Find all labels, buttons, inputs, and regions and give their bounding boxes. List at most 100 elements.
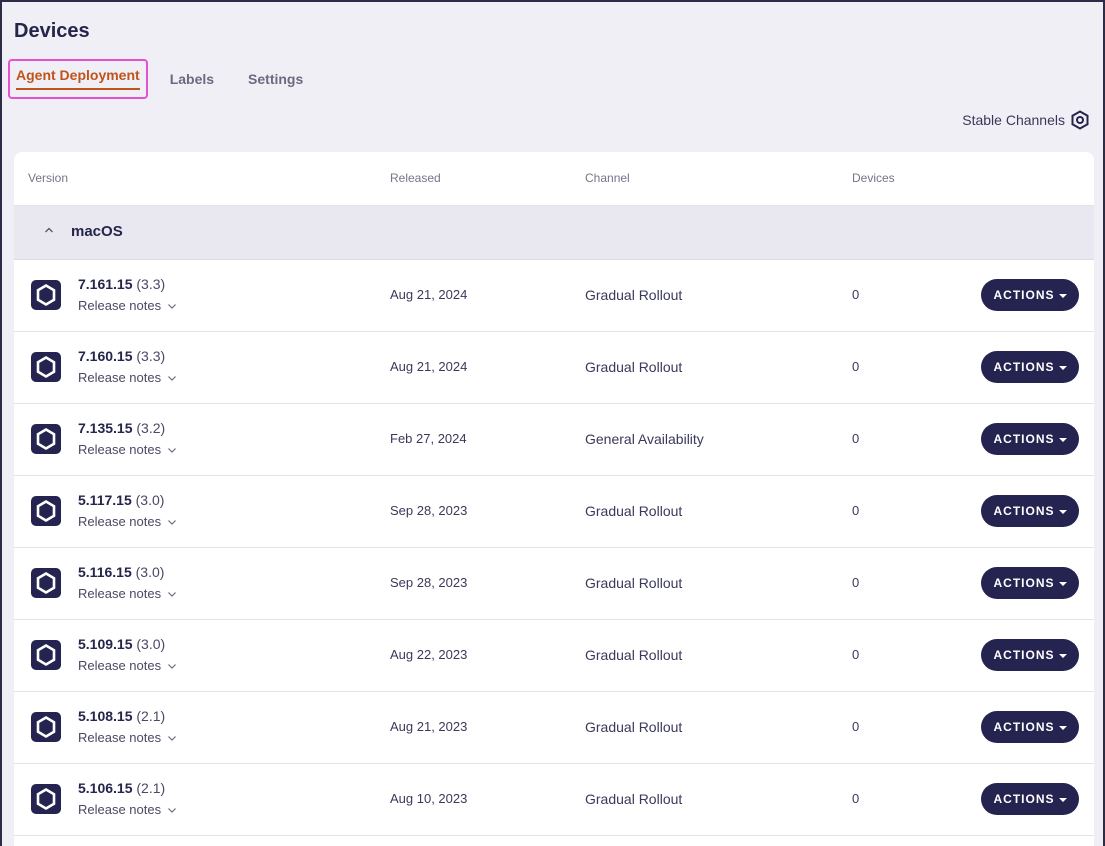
- version-text: 5.117.15 (3.0): [78, 492, 164, 508]
- release-notes-label: Release notes: [78, 298, 162, 313]
- released-date: Aug 21, 2023: [390, 719, 468, 734]
- version-number: 7.160.15: [78, 348, 133, 364]
- release-notes-label: Release notes: [78, 370, 162, 385]
- column-header-released: Released: [390, 171, 441, 185]
- release-notes-label: Release notes: [78, 802, 162, 817]
- version-number: 5.106.15: [78, 780, 133, 796]
- actions-label: ACTIONS: [993, 576, 1055, 590]
- tab-agent-deployment-label: Agent Deployment: [16, 67, 140, 90]
- table-row: 7.135.15 (3.2) Release notes Feb 27, 202…: [14, 404, 1094, 476]
- channel-name: General Availability: [585, 431, 704, 447]
- released-date: Aug 22, 2023: [390, 647, 468, 662]
- release-notes-label: Release notes: [78, 730, 162, 745]
- device-count: 0: [852, 503, 860, 518]
- device-count: 0: [852, 359, 860, 374]
- actions-label: ACTIONS: [993, 648, 1055, 662]
- table-body: 7.161.15 (3.3) Release notes Aug 21, 202…: [14, 260, 1094, 836]
- actions-button[interactable]: ACTIONS: [981, 567, 1079, 599]
- agent-hexagon-icon: [31, 640, 61, 670]
- actions-button[interactable]: ACTIONS: [981, 639, 1079, 671]
- actions-button[interactable]: ACTIONS: [981, 279, 1079, 311]
- table-row: 5.117.15 (3.0) Release notes Sep 28, 202…: [14, 476, 1094, 548]
- release-notes-toggle[interactable]: Release notes: [78, 730, 177, 745]
- chevron-down-icon: [168, 447, 177, 453]
- actions-button[interactable]: ACTIONS: [981, 711, 1079, 743]
- release-notes-label: Release notes: [78, 586, 162, 601]
- released-date: Sep 28, 2023: [390, 503, 468, 518]
- release-notes-toggle[interactable]: Release notes: [78, 370, 177, 385]
- column-header-channel: Channel: [585, 171, 630, 185]
- version-text: 5.109.15 (3.0): [78, 636, 165, 652]
- version-text: 5.116.15 (3.0): [78, 564, 164, 580]
- column-header-devices: Devices: [852, 171, 895, 185]
- caret-down-icon: [1058, 509, 1067, 514]
- channel-name: Gradual Rollout: [585, 719, 683, 735]
- actions-button[interactable]: ACTIONS: [981, 783, 1079, 815]
- version-sub: (3.3): [136, 348, 166, 364]
- device-count: 0: [852, 791, 860, 806]
- release-notes-toggle[interactable]: Release notes: [78, 658, 177, 673]
- version-number: 5.116.15: [78, 564, 132, 580]
- actions-button[interactable]: ACTIONS: [981, 423, 1079, 455]
- caret-down-icon: [1058, 797, 1067, 802]
- device-count: 0: [852, 719, 860, 734]
- device-count: 0: [852, 647, 860, 662]
- chevron-down-icon: [168, 303, 177, 309]
- channel-name: Gradual Rollout: [585, 503, 683, 519]
- version-sub: (3.2): [136, 420, 166, 436]
- caret-down-icon: [1058, 293, 1067, 298]
- actions-label: ACTIONS: [993, 288, 1055, 302]
- release-notes-toggle[interactable]: Release notes: [78, 442, 177, 457]
- released-date: Aug 21, 2024: [390, 359, 468, 374]
- device-count: 0: [852, 431, 860, 446]
- version-text: 5.108.15 (2.1): [78, 708, 165, 724]
- version-sub: (3.0): [136, 636, 166, 652]
- table-row: 5.106.15 (2.1) Release notes Aug 10, 202…: [14, 764, 1094, 836]
- actions-label: ACTIONS: [993, 720, 1055, 734]
- actions-button[interactable]: ACTIONS: [981, 495, 1079, 527]
- actions-label: ACTIONS: [993, 792, 1055, 806]
- version-number: 7.135.15: [78, 420, 133, 436]
- group-row-macos[interactable]: macOS: [14, 206, 1094, 260]
- released-date: Sep 28, 2023: [390, 575, 468, 590]
- channel-name: Gradual Rollout: [585, 575, 683, 591]
- table-row: 7.160.15 (3.3) Release notes Aug 21, 202…: [14, 332, 1094, 404]
- stable-channels-link[interactable]: Stable Channels: [962, 110, 1089, 130]
- release-notes-toggle[interactable]: Release notes: [78, 514, 177, 529]
- device-count: 0: [852, 287, 860, 302]
- tab-labels[interactable]: Labels: [169, 71, 215, 87]
- tab-settings[interactable]: Settings: [248, 71, 304, 87]
- table-row: 5.108.15 (2.1) Release notes Aug 21, 202…: [14, 692, 1094, 764]
- channel-name: Gradual Rollout: [585, 647, 683, 663]
- tab-agent-deployment[interactable]: Agent Deployment: [8, 59, 148, 99]
- chevron-up-icon[interactable]: [44, 226, 54, 234]
- version-text: 5.106.15 (2.1): [78, 780, 165, 796]
- column-header-version: Version: [28, 171, 69, 185]
- actions-button[interactable]: ACTIONS: [981, 351, 1079, 383]
- version-number: 7.161.15: [78, 276, 133, 292]
- chevron-down-icon: [168, 663, 177, 669]
- chevron-down-icon: [168, 375, 177, 381]
- chevron-down-icon: [168, 735, 177, 741]
- version-number: 5.109.15: [78, 636, 133, 652]
- table-row: 7.161.15 (3.3) Release notes Aug 21, 202…: [14, 260, 1094, 332]
- version-sub: (2.1): [136, 780, 166, 796]
- actions-label: ACTIONS: [993, 360, 1055, 374]
- table-row: 5.116.15 (3.0) Release notes Sep 28, 202…: [14, 548, 1094, 620]
- page-title: Devices: [14, 20, 90, 42]
- version-sub: (3.0): [135, 564, 165, 580]
- release-notes-toggle[interactable]: Release notes: [78, 802, 177, 817]
- caret-down-icon: [1058, 725, 1067, 730]
- caret-down-icon: [1058, 437, 1067, 442]
- tab-bar: Agent Deployment Labels Settings: [8, 59, 337, 99]
- stable-channels-label: Stable Channels: [962, 112, 1065, 128]
- version-text: 7.160.15 (3.3): [78, 348, 165, 364]
- version-number: 5.108.15: [78, 708, 133, 724]
- agent-hexagon-icon: [31, 496, 61, 526]
- version-text: 7.161.15 (3.3): [78, 276, 165, 292]
- release-notes-toggle[interactable]: Release notes: [78, 586, 177, 601]
- channel-name: Gradual Rollout: [585, 791, 683, 807]
- actions-label: ACTIONS: [993, 504, 1055, 518]
- hexagon-gear-icon: [1071, 110, 1089, 130]
- release-notes-toggle[interactable]: Release notes: [78, 298, 177, 313]
